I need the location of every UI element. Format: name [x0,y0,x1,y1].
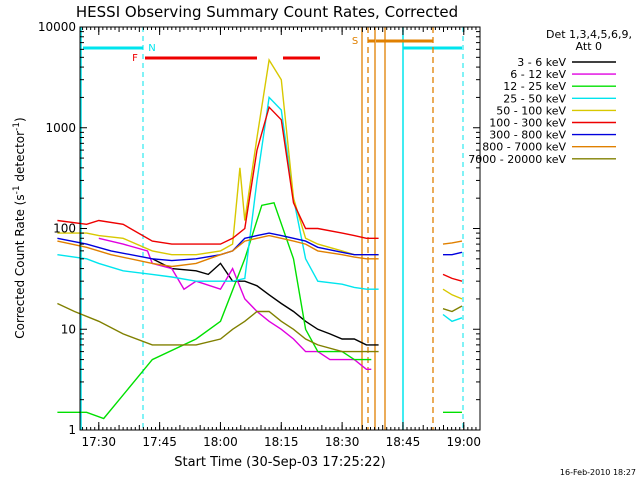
x-tick-label: 18:45 [386,435,421,449]
legend-label: 50 - 100 keV [496,104,566,117]
series-line [57,302,379,353]
legend-label: 100 - 300 keV [489,117,566,130]
series-line-post-gap [442,305,463,313]
series-line-post-gap [442,240,463,245]
legend-label: 12 - 25 keV [503,80,566,93]
x-tick-label: 18:30 [325,435,360,449]
series-line [57,105,379,245]
x-tick-label: 17:45 [142,435,177,449]
x-tick-label: 18:15 [264,435,299,449]
y-tick-label: 1 [68,423,76,437]
attenuator-label: Att 0 [576,40,602,53]
saa-flag-label: S [352,36,358,47]
legend-label: 800 - 7000 keV [482,141,566,154]
footer-date: 16-Feb-2010 18:27 [560,468,636,477]
chart-title: HESSI Observing Summary Count Rates, Cor… [76,3,458,21]
y-axis-label: Corrected Count Rate (s-1 detector-1) [12,117,27,338]
series-line [57,232,379,262]
series-line [57,201,372,420]
night-flag-label: N [148,43,155,54]
series-line-post-gap [443,251,463,256]
series-line-post-gap [442,313,463,323]
y-tick-label: 10000 [38,20,76,34]
plot-area: NF S [57,27,464,430]
series-line [151,258,379,346]
legend-label: 7000 - 20000 keV [468,153,566,166]
series-line [57,95,379,290]
legend-label: 3 - 6 keV [517,56,566,69]
series-line-post-gap [442,273,463,282]
series-line [98,237,372,370]
x-tick-label: 17:30 [81,435,116,449]
legend-label: 6 - 12 keV [510,68,566,81]
series-line [57,58,379,256]
series-line [57,234,379,268]
legend-label: 300 - 800 keV [489,129,566,142]
legend-label: 25 - 50 keV [503,92,566,105]
y-tick-label: 10 [61,322,76,336]
x-tick-label: 18:00 [203,435,238,449]
detectors-label: Det 1,3,4,5,6,9, [546,28,632,41]
x-axis-label: Start Time (30-Sep-03 17:25:22) [174,455,385,470]
y-axis: 1 10 100 1000 10000 [38,20,480,437]
y-tick-label: 1000 [45,121,76,135]
x-axis: 17:30 17:45 18:00 18:15 18:30 18:45 19:00 [81,27,481,449]
series-line-post-gap [442,288,463,300]
x-tick-label: 19:00 [446,435,481,449]
plot-frame [79,26,481,431]
y-tick-label: 100 [53,222,76,236]
flare-flag-label: F [132,53,138,64]
